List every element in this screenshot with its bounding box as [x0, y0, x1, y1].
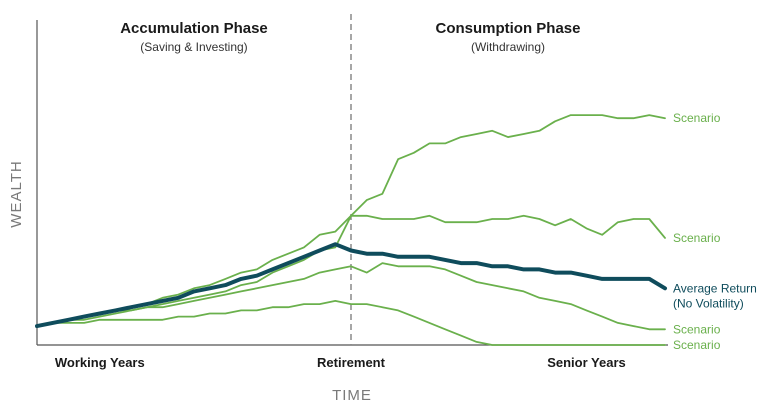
scenario-label-1: Scenario: [673, 111, 721, 125]
scenario-label-4: Scenario: [673, 322, 721, 336]
x-axis-title: TIME: [332, 387, 372, 404]
x-category-label-1: Working Years: [55, 355, 145, 370]
consumption-phase-subtitle: (Withdrawing): [471, 40, 545, 54]
scenario-label-2: Scenario: [673, 231, 721, 245]
scenario-label-5: Scenario: [673, 338, 721, 352]
consumption-phase-title: Consumption Phase: [435, 20, 580, 37]
axes: [36, 20, 668, 346]
average-return-sublabel: (No Volatility): [673, 296, 744, 310]
y-axis-title: WEALTH: [8, 160, 25, 227]
phase-headers: Accumulation Phase (Saving & Investing) …: [120, 20, 580, 54]
scenario-line-4: [36, 262, 666, 331]
x-category-label-3: Senior Years: [547, 355, 626, 370]
accumulation-phase-subtitle: (Saving & Investing): [140, 40, 247, 54]
x-category-labels: Working Years Retirement Senior Years: [55, 355, 626, 370]
series-lines: [35, 114, 667, 346]
accumulation-phase-title: Accumulation Phase: [120, 20, 268, 37]
x-category-label-2: Retirement: [317, 355, 386, 370]
average-return-line: [35, 242, 667, 329]
series-labels: Scenario Scenario Average Return(No Volati…: [673, 111, 757, 352]
scenario-line-5: [36, 299, 666, 346]
average-return-label: Average Return: [673, 281, 757, 295]
